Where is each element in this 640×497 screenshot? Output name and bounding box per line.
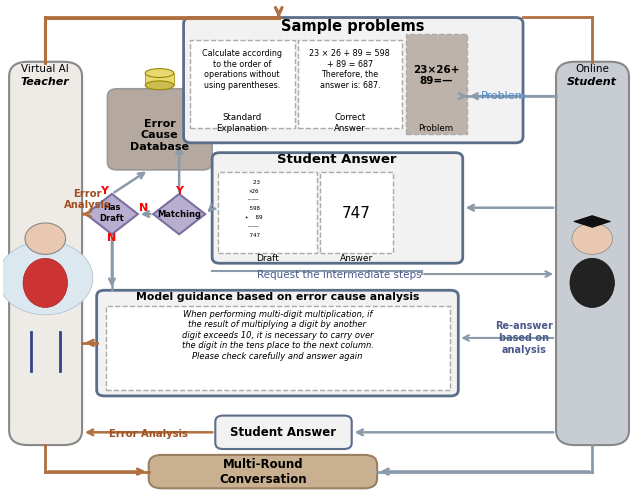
FancyBboxPatch shape — [184, 17, 523, 143]
Text: Student Answer: Student Answer — [277, 153, 397, 166]
Text: Multi-Round
Conversation: Multi-Round Conversation — [219, 458, 307, 486]
Polygon shape — [86, 194, 138, 234]
Text: Draft: Draft — [256, 254, 279, 263]
Text: ———: ——— — [248, 224, 259, 229]
Text: 23×26+
89=—: 23×26+ 89=— — [413, 65, 460, 86]
Text: Student: Student — [567, 78, 617, 87]
FancyBboxPatch shape — [148, 455, 377, 489]
FancyBboxPatch shape — [108, 89, 212, 170]
Text: ———: ——— — [248, 197, 259, 202]
FancyBboxPatch shape — [97, 290, 458, 396]
Text: Matching: Matching — [157, 210, 201, 219]
Text: Sample problems: Sample problems — [281, 19, 425, 34]
Text: Virtual AI: Virtual AI — [21, 64, 69, 74]
Text: Student Answer: Student Answer — [230, 426, 336, 439]
Bar — [406, 34, 467, 135]
Text: Has
Draft: Has Draft — [100, 203, 124, 223]
Text: 23: 23 — [246, 180, 260, 185]
Ellipse shape — [145, 81, 174, 90]
Bar — [106, 306, 450, 390]
Text: Teacher: Teacher — [21, 78, 70, 87]
Text: 23 × 26 + 89 = 598
+ 89 = 687
Therefore, the
answer is: 687.: 23 × 26 + 89 = 598 + 89 = 687 Therefore,… — [310, 50, 390, 89]
Text: Correct
Answer: Correct Answer — [334, 113, 365, 133]
Text: Y: Y — [175, 186, 183, 196]
Bar — [320, 172, 393, 253]
Text: Standard
Explanation: Standard Explanation — [216, 113, 268, 133]
Bar — [145, 73, 174, 85]
Text: 747: 747 — [246, 233, 260, 238]
Circle shape — [25, 223, 65, 254]
Polygon shape — [574, 216, 611, 227]
Text: Y: Y — [100, 186, 108, 196]
Text: Re-answer
based on
analysis: Re-answer based on analysis — [495, 322, 553, 354]
Text: +  89: + 89 — [244, 215, 262, 220]
Text: Calculate according
to the order of
operations without
using parentheses.: Calculate according to the order of oper… — [202, 50, 282, 89]
Text: Model guidance based on error cause analysis: Model guidance based on error cause anal… — [136, 292, 419, 302]
Text: Request the intermediate steps: Request the intermediate steps — [257, 269, 421, 279]
Polygon shape — [153, 194, 205, 234]
FancyBboxPatch shape — [9, 62, 82, 445]
Bar — [190, 40, 294, 128]
FancyBboxPatch shape — [215, 415, 352, 449]
Ellipse shape — [145, 69, 174, 78]
Text: Answer: Answer — [340, 254, 372, 263]
Circle shape — [572, 223, 612, 254]
Bar — [218, 172, 317, 253]
FancyBboxPatch shape — [556, 62, 629, 445]
Text: 747: 747 — [342, 206, 371, 221]
Ellipse shape — [23, 258, 67, 308]
Text: N: N — [139, 203, 148, 213]
Ellipse shape — [570, 258, 614, 308]
Bar — [298, 40, 403, 128]
Text: Error Analysis: Error Analysis — [109, 429, 188, 439]
Text: Problem: Problem — [481, 91, 527, 101]
Text: Problem: Problem — [419, 124, 454, 133]
Text: N: N — [108, 233, 116, 243]
Text: When performing multi-digit multiplication, if
the result of multiplying a digit: When performing multi-digit multiplicati… — [182, 310, 373, 360]
Text: ×26: ×26 — [248, 188, 259, 193]
Text: Online: Online — [575, 64, 609, 74]
Circle shape — [0, 241, 93, 315]
Text: Error
Analysis: Error Analysis — [64, 188, 111, 210]
Text: Error
Cause
Database: Error Cause Database — [130, 119, 189, 152]
FancyBboxPatch shape — [212, 153, 463, 263]
Text: 598: 598 — [246, 206, 260, 211]
